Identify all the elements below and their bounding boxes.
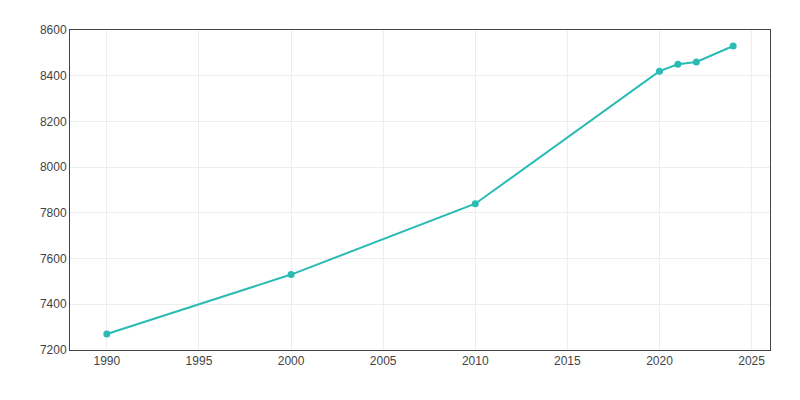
svg-text:8000: 8000 (40, 160, 67, 174)
svg-text:8400: 8400 (40, 69, 67, 83)
svg-text:1990: 1990 (93, 354, 120, 368)
svg-text:7400: 7400 (40, 297, 67, 311)
svg-text:2010: 2010 (462, 354, 489, 368)
svg-text:2025: 2025 (738, 354, 765, 368)
svg-text:1995: 1995 (186, 354, 213, 368)
svg-text:2015: 2015 (554, 354, 581, 368)
svg-text:7600: 7600 (40, 252, 67, 266)
svg-text:7200: 7200 (40, 343, 67, 357)
svg-text:2020: 2020 (646, 354, 673, 368)
svg-text:8600: 8600 (40, 23, 67, 37)
svg-text:2000: 2000 (278, 354, 305, 368)
svg-text:8200: 8200 (40, 115, 67, 129)
svg-text:7800: 7800 (40, 206, 67, 220)
svg-text:2005: 2005 (370, 354, 397, 368)
